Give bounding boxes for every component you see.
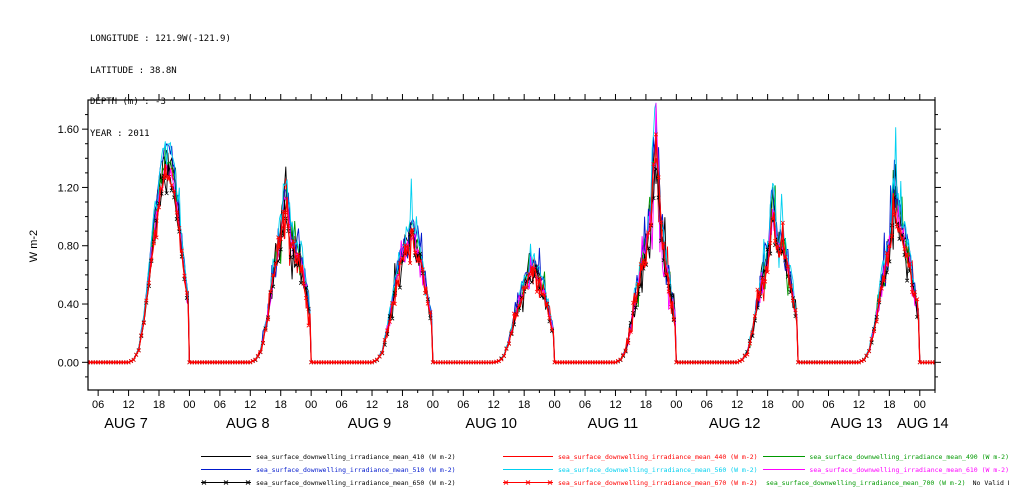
x-tick-label: 06 — [701, 399, 713, 411]
metadata-longitude: LONGITUDE : 121.9W(-121.9) — [90, 34, 231, 44]
x-tick-label: 06 — [822, 399, 834, 411]
x-tick-label: 06 — [92, 399, 104, 411]
legend-item-440: sea_surface_downwelling_irradiance_mean_… — [502, 451, 762, 462]
series-markers-670 — [88, 132, 935, 365]
x-tick-label: 18 — [640, 399, 652, 411]
y-tick-label: 1.20 — [58, 182, 79, 194]
day-label: AUG 13 — [831, 416, 883, 432]
x-tick-label: 12 — [853, 399, 865, 411]
legend-swatch-670 — [503, 480, 553, 485]
legend-item-650: sea_surface_downwelling_irradiance_mean_… — [200, 477, 502, 488]
x-tick-label: 00 — [914, 399, 926, 411]
x-tick-label: 00 — [548, 399, 560, 411]
legend-label-410: sea_surface_downwelling_irradiance_mean_… — [256, 452, 456, 461]
x-tick-label: 00 — [792, 399, 804, 411]
legend-swatch-610 — [763, 469, 806, 470]
x-tick-label: 12 — [122, 399, 134, 411]
x-tick-label: 06 — [579, 399, 591, 411]
day-label: AUG 9 — [348, 416, 392, 432]
y-tick-label: 1.60 — [58, 124, 79, 136]
legend-label-650: sea_surface_downwelling_irradiance_mean_… — [256, 478, 456, 487]
metadata-depth: DEPTH (m) : -3 — [90, 97, 166, 107]
x-tick-label: 18 — [153, 399, 165, 411]
legend-label-440: sea_surface_downwelling_irradiance_mean_… — [558, 452, 758, 461]
x-tick-label: 12 — [609, 399, 621, 411]
series-line-560 — [88, 102, 935, 363]
x-tick-label: 00 — [427, 399, 439, 411]
x-tick-label: 00 — [305, 399, 317, 411]
x-tick-label: 12 — [488, 399, 500, 411]
series-line-610 — [88, 102, 935, 363]
day-label: AUG 7 — [104, 416, 148, 432]
day-label: AUG 12 — [709, 416, 761, 432]
x-axis-day-labels: AUG 7 AUG 8 AUG 9 AUG 10 AUG 11 AUG 12 AUG 13 A… — [104, 416, 948, 432]
legend-swatch-410 — [201, 456, 251, 457]
legend-label-490: sea_surface_downwelling_irradiance_mean_… — [809, 452, 1009, 461]
data-series-group — [88, 102, 935, 365]
legend-item-490: sea_surface_downwelling_irradiance_mean_… — [762, 451, 1009, 462]
x-tick-label: 12 — [731, 399, 743, 411]
legend-swatch-560 — [503, 469, 553, 470]
legend-label-610: sea_surface_downwelling_irradiance_mean_… — [809, 465, 1009, 474]
day-label: AUG 10 — [465, 416, 517, 432]
metadata-header: LONGITUDE : 121.9W(-121.9) LATITUDE : 38… — [90, 13, 231, 160]
legend-label-560: sea_surface_downwelling_irradiance_mean_… — [558, 465, 758, 474]
legend-swatch-510 — [201, 469, 251, 470]
y-tick-label: 0.00 — [58, 357, 79, 369]
legend-item-700: sea_surface_downwelling_irradiance_mean_… — [762, 477, 1009, 488]
legend-label-670: sea_surface_downwelling_irradiance_mean_… — [558, 478, 758, 487]
x-tick-label: 00 — [183, 399, 195, 411]
x-tick-label: 18 — [518, 399, 530, 411]
legend-label-700: sea_surface_downwelling_irradiance_mean_… — [766, 478, 966, 487]
x-tick-label: 12 — [244, 399, 256, 411]
x-tick-label: 06 — [335, 399, 347, 411]
day-label: AUG 8 — [226, 416, 270, 432]
x-tick-label: 18 — [762, 399, 774, 411]
x-tick-label: 18 — [883, 399, 895, 411]
axis-tick-labels: 06 12 18 00 06 12 18 00 06 12 18 00 06 12 18 00 06 12 18 00… — [58, 124, 926, 411]
y-tick-label: 0.40 — [58, 299, 79, 311]
metadata-year: YEAR : 2011 — [90, 128, 150, 139]
legend-label-510: sea_surface_downwelling_irradiance_mean_… — [256, 465, 456, 474]
x-tick-label: 12 — [366, 399, 378, 411]
legend-item-610: sea_surface_downwelling_irradiance_mean_… — [762, 464, 1009, 475]
day-label: AUG 14 — [897, 416, 949, 432]
legend-item-670: sea_surface_downwelling_irradiance_mean_… — [502, 477, 762, 488]
y-tick-label: 0.80 — [58, 241, 79, 253]
x-tick-label: 06 — [457, 399, 469, 411]
axis-ticks — [82, 94, 941, 396]
legend: sea_surface_downwelling_irradiance_mean_… — [200, 451, 1009, 488]
metadata-latitude: LATITUDE : 38.8N — [90, 65, 177, 76]
legend-swatch-490 — [763, 456, 806, 457]
legend-note-no-valid-data: No Valid Data — [972, 478, 1009, 487]
day-label: AUG 11 — [588, 416, 639, 432]
x-tick-label: 00 — [670, 399, 682, 411]
x-tick-label: 18 — [275, 399, 287, 411]
legend-swatch-440 — [503, 456, 553, 457]
legend-item-560: sea_surface_downwelling_irradiance_mean_… — [502, 464, 762, 475]
x-tick-label: 18 — [396, 399, 408, 411]
x-tick-label: 06 — [214, 399, 226, 411]
legend-item-410: sea_surface_downwelling_irradiance_mean_… — [200, 451, 502, 462]
legend-swatch-650 — [201, 480, 251, 485]
legend-item-510: sea_surface_downwelling_irradiance_mean_… — [200, 464, 502, 475]
plot-frame — [87, 99, 936, 391]
